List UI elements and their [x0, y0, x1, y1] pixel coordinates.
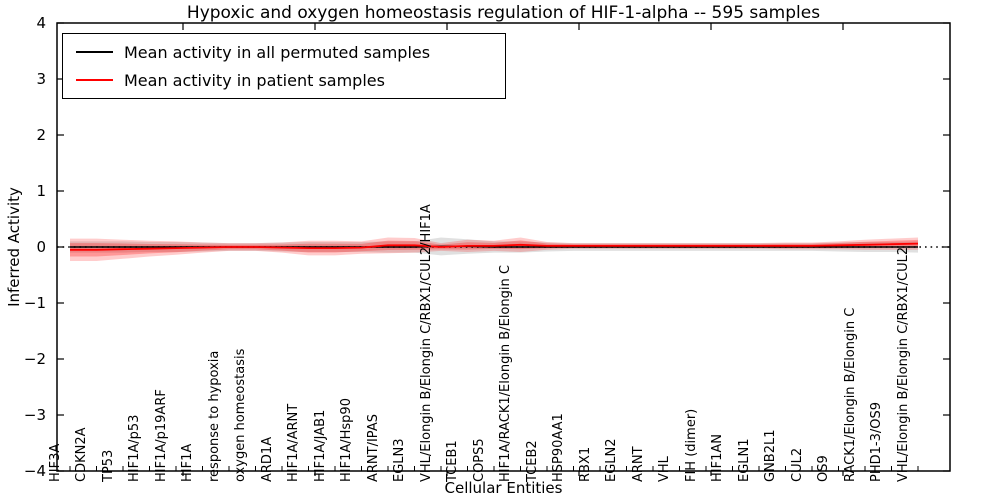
legend-label-permuted: Mean activity in all permuted samples [124, 42, 431, 62]
x-entity-label: RACK1/Elongin B/Elongin C [842, 307, 858, 482]
y-tick-label: −1 [23, 294, 46, 312]
x-entity-label: VHL [657, 456, 672, 482]
patient-std-band-outer [70, 237, 918, 261]
patient-mean-line [70, 242, 919, 251]
chart-title: Hypoxic and oxygen homeostasis regulatio… [186, 3, 821, 23]
x-entity-label: RBX1 [577, 446, 593, 482]
x-axis-title: Cellular Entities [444, 479, 563, 497]
x-entity-label: EGLN1 [736, 438, 752, 482]
x-entity-label: HIF3A [47, 443, 63, 482]
x-entity-label: TCEB1 [445, 440, 460, 482]
legend-item-patient: Mean activity in patient samples [63, 67, 505, 93]
y-tick-label: 0 [36, 238, 46, 256]
y-tick-label: 1 [36, 182, 46, 200]
x-entity-label: TCEB2 [524, 440, 540, 482]
x-entity-label: HIF1A/p19ARF [153, 389, 169, 482]
x-entity-label: GNB2L1 [763, 429, 778, 482]
x-entity-label: HIF1A/Hsp90 [339, 398, 354, 482]
x-entity-label: VHL/Elongin B/Elongin C/RBX1/CUL2 [895, 246, 911, 482]
y-tick-label: −3 [23, 406, 46, 424]
permuted-line-swatch [76, 51, 113, 53]
legend-label-patient: Mean activity in patient samples [124, 70, 385, 90]
x-entity-label: HIF1A [180, 443, 195, 482]
y-tick-label: −4 [23, 462, 46, 480]
y-tick-label: 4 [36, 14, 46, 32]
legend-item-permuted: Mean activity in all permuted samples [63, 39, 505, 65]
x-entity-label: VHL/Elongin B/Elongin C/RBX1/CUL2/HIF1A [418, 204, 434, 482]
x-entity-label: OS9 [816, 455, 831, 482]
x-entity-label: HIF1A/JAB1 [312, 409, 328, 482]
x-entity-label: PHD1-3/OS9 [869, 402, 884, 482]
x-entity-label: HIF1A/RACK1/Elongin B/Elongin C [498, 265, 513, 482]
x-entity-label: HIF1A/p53 [127, 414, 142, 482]
x-entity-label: CUL2 [789, 447, 805, 482]
x-entity-label: CDKN2A [74, 427, 89, 482]
x-entity-label: HIF1A/ARNT [286, 403, 301, 482]
patient-line-swatch [76, 79, 113, 81]
x-entity-label: ARNT [630, 446, 646, 482]
y-tick-label: 2 [36, 126, 46, 144]
x-entity-label: oxygen homeostasis [233, 348, 248, 482]
y-tick-label: −2 [23, 350, 46, 368]
x-entity-label: EGLN3 [392, 438, 407, 482]
x-entity-label: COPS5 [471, 438, 487, 482]
x-entity-label: ARNT/IPAS [365, 414, 381, 482]
y-tick-label: 3 [36, 70, 46, 88]
x-entity-label: response to hypoxia [206, 350, 222, 482]
x-entity-label: TP53 [100, 449, 116, 482]
x-entity-label: EGLN2 [604, 438, 619, 482]
x-entity-label: HSP90AA1 [551, 413, 566, 482]
legend: Mean activity in all permuted samples Me… [62, 33, 506, 99]
patient-std-band-inner [70, 239, 918, 257]
x-entity-label: FIH (dimer) [683, 408, 699, 482]
x-entity-label: HIF1AN [710, 434, 725, 482]
x-entity-label: ARD1A [259, 436, 275, 482]
